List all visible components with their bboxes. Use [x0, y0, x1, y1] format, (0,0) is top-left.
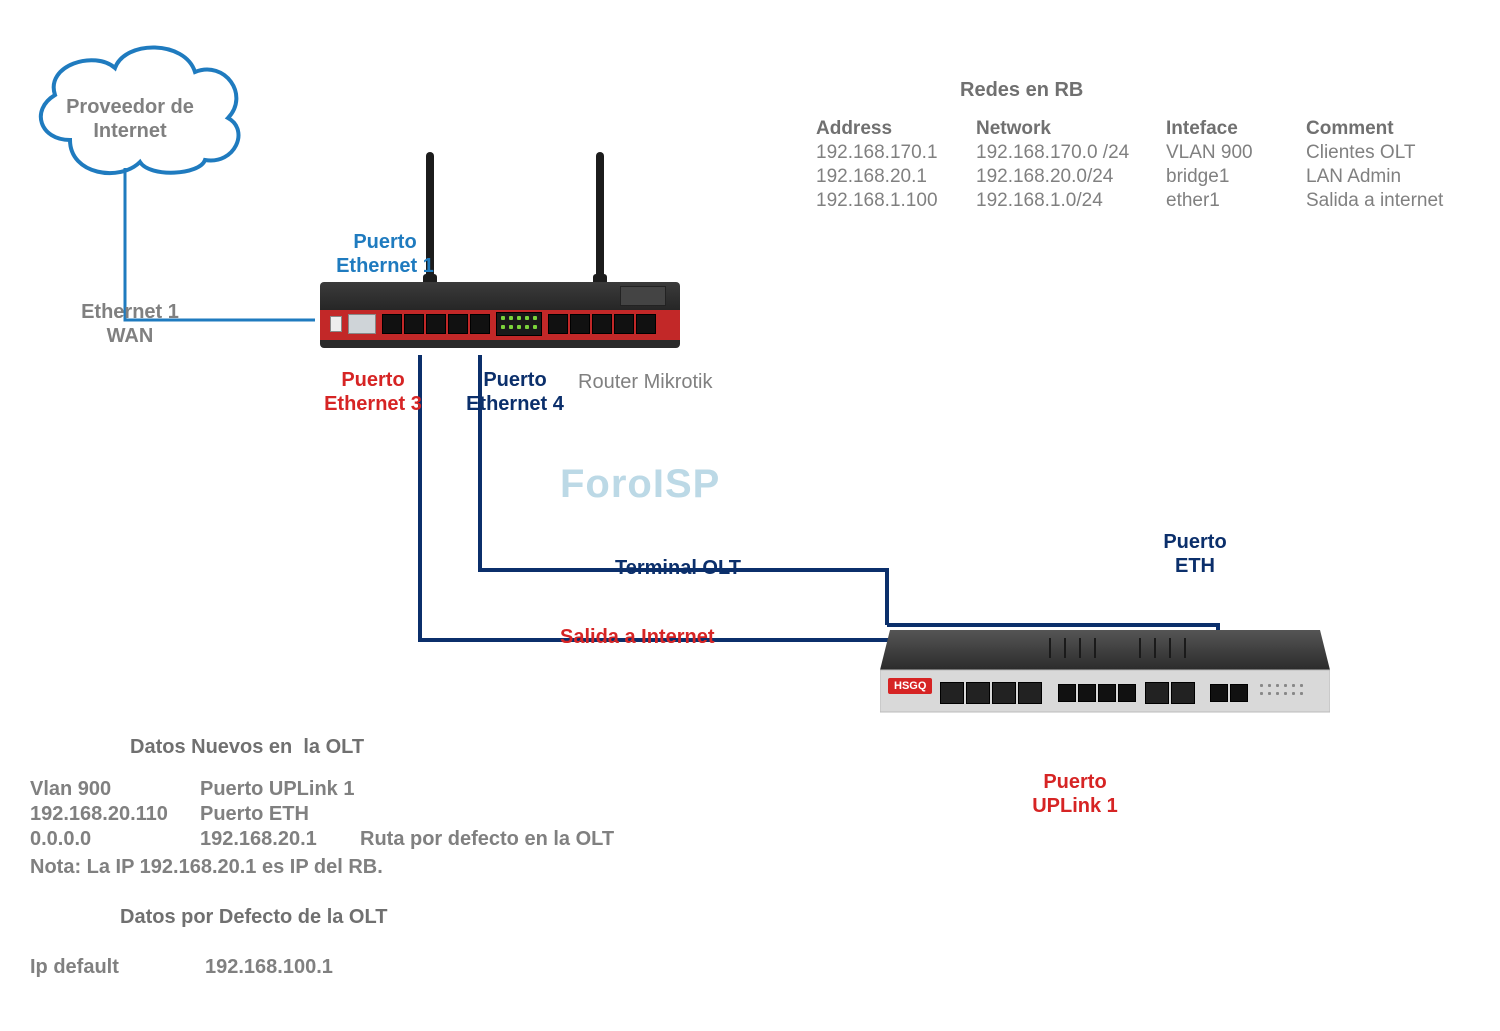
rb-r2c3: Salida a internet: [1306, 190, 1476, 212]
rb-r1c3: LAN Admin: [1306, 166, 1476, 188]
olt-r0c2: [360, 778, 614, 801]
nota: Nota: La IP 192.168.20.1 es IP del RB.: [30, 855, 383, 879]
rb-r1c1: 192.168.20.0/24: [976, 166, 1166, 188]
rb-r2c2: ether1: [1166, 190, 1306, 212]
rb-h-iface: Inteface: [1166, 118, 1306, 140]
terminal-olt-label: Terminal OLT: [615, 556, 741, 580]
port-eth4-label: Puerto Ethernet 4: [460, 368, 570, 416]
rb-r2c1: 192.168.1.0/24: [976, 190, 1166, 212]
rb-r2c0: 192.168.1.100: [816, 190, 976, 212]
port-eth3-label: Puerto Ethernet 3: [318, 368, 428, 416]
olt-r0c0: Vlan 900: [30, 778, 200, 801]
router-label: Router Mikrotik: [578, 370, 712, 394]
ip-default-key: Ip default: [30, 955, 119, 979]
router-device: [320, 282, 680, 352]
olt-r1c0: 192.168.20.110: [30, 803, 200, 826]
olt-r1c2: [360, 803, 614, 826]
rb-r0c2: VLAN 900: [1166, 142, 1306, 164]
datos-defecto-title: Datos por Defecto de la OLT: [120, 905, 387, 929]
rb-h-network: Network: [976, 118, 1166, 140]
olt-data-table: Vlan 900 Puerto UPLink 1 192.168.20.110 …: [30, 778, 614, 851]
port-uplink-label: Puerto UPLink 1: [1020, 770, 1130, 818]
watermark: ForoISP: [560, 460, 720, 508]
rb-r1c2: bridge1: [1166, 166, 1306, 188]
datos-nuevos-title: Datos Nuevos en la OLT: [130, 735, 364, 759]
olt-r1c1: Puerto ETH: [200, 803, 360, 826]
cable-wan: [125, 168, 315, 320]
rb-r0c1: 192.168.170.0 /24: [976, 142, 1166, 164]
rb-table: Address Network Inteface Comment 192.168…: [816, 118, 1476, 212]
rb-h-address: Address: [816, 118, 976, 140]
port-eth-label: Puerto ETH: [1155, 530, 1235, 578]
cloud-label: Proveedor de Internet: [55, 95, 205, 143]
rb-r0c0: 192.168.170.1: [816, 142, 976, 164]
wan-label: Ethernet 1 WAN: [70, 300, 190, 348]
olt-r2c1: 192.168.20.1: [200, 828, 360, 851]
olt-r0c1: Puerto UPLink 1: [200, 778, 360, 801]
olt-brand: HSGQ: [888, 678, 932, 694]
port-eth1-label: Puerto Ethernet 1: [330, 230, 440, 278]
salida-internet-label: Salida a Internet: [560, 625, 715, 649]
rb-r0c3: Clientes OLT: [1306, 142, 1476, 164]
olt-r2c2: Ruta por defecto en la OLT: [360, 828, 614, 851]
olt-r2c0: 0.0.0.0: [30, 828, 200, 851]
rb-r1c0: 192.168.20.1: [816, 166, 976, 188]
rb-h-comment: Comment: [1306, 118, 1476, 140]
rb-title: Redes en RB: [960, 78, 1083, 102]
olt-device: HSGQ: [880, 600, 1330, 720]
ip-default-val: 192.168.100.1: [205, 955, 333, 979]
